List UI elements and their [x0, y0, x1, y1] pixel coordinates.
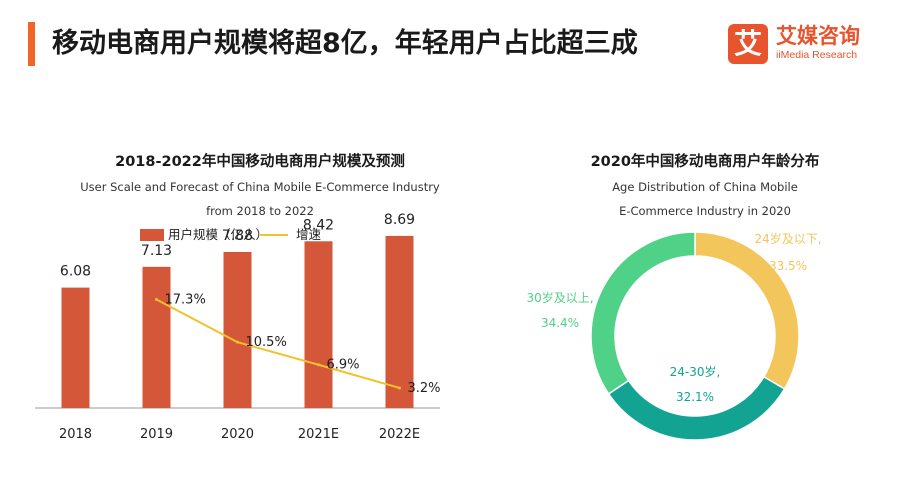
logo-name-cn: 艾媒咨询 — [776, 24, 860, 48]
x-tick-label: 2021E — [298, 427, 339, 442]
growth-rate-label: 6.9% — [327, 358, 360, 373]
bar — [61, 287, 90, 408]
legend-line-swatch — [260, 234, 288, 236]
growth-rate-point — [398, 386, 401, 390]
growth-rate-label: 3.2% — [408, 381, 441, 396]
bar-chart-subtitle-line2: from 2018 to 2022 — [206, 204, 314, 218]
growth-rate-label: 10.5% — [246, 335, 287, 350]
accent-bar — [28, 22, 35, 66]
legend-bar-swatch — [140, 229, 164, 241]
logo-mark-icon: 艾 — [728, 24, 768, 64]
donut-chart-title: 2020年中国移动电商用户年龄分布 — [590, 154, 820, 170]
donut-chart-subtitle-line2: E-Commerce Industry in 2020 — [619, 204, 791, 218]
growth-rate-point — [155, 298, 158, 302]
donut-slice — [607, 375, 786, 441]
x-tick-label: 2019 — [140, 427, 173, 442]
bar — [142, 266, 171, 408]
bar-value-label: 6.08 — [60, 264, 91, 280]
x-tick-label: 2018 — [59, 427, 92, 442]
donut-slice-label: 30岁及以上, — [526, 290, 593, 305]
donut-slice-label: 24-30岁, — [670, 364, 721, 379]
legend-line-label: 增速 — [296, 227, 322, 242]
bar — [223, 251, 252, 408]
donut-slice-value: 34.4% — [541, 316, 579, 330]
donut-slice-label: 24岁及以下, — [754, 231, 821, 246]
brand-logo: 艾 艾媒咨询 iiMedia Research — [728, 24, 888, 64]
growth-rate-point — [236, 340, 239, 344]
donut-slice-value: 32.1% — [676, 390, 714, 404]
donut-slice-value: 33.5% — [769, 259, 807, 273]
bar — [304, 241, 333, 408]
growth-rate-label: 17.3% — [165, 293, 206, 308]
donut-slice — [590, 231, 696, 395]
x-tick-label: 2020 — [221, 427, 254, 442]
bar-chart-title: 2018-2022年中国移动电商用户规模及预测 — [115, 154, 405, 170]
bar-chart-subtitle-line1: User Scale and Forecast of China Mobile … — [80, 180, 440, 194]
donut-slice — [694, 231, 800, 390]
growth-rate-line — [156, 298, 400, 389]
bar — [385, 235, 414, 408]
bar-value-label: 7.13 — [141, 243, 172, 259]
logo-name-en: iiMedia Research — [776, 49, 858, 61]
x-tick-label: 2022E — [379, 427, 420, 442]
legend-bar-label: 用户规模（亿人） — [168, 227, 269, 242]
page-title: 移动电商用户规模将超8亿，年轻用户占比超三成 — [52, 28, 638, 59]
donut-chart-subtitle-line1: Age Distribution of China Mobile — [612, 180, 798, 194]
growth-rate-point — [317, 363, 320, 367]
